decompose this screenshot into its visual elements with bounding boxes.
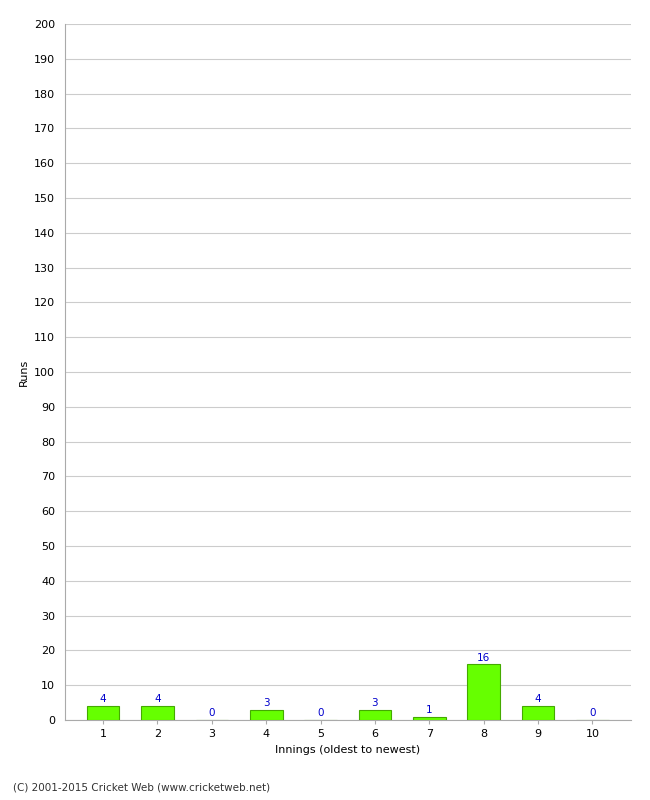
Text: 4: 4	[535, 694, 541, 704]
Text: 0: 0	[209, 708, 215, 718]
Text: 1: 1	[426, 705, 433, 714]
Text: 4: 4	[154, 694, 161, 704]
Bar	[141, 706, 174, 720]
X-axis label: Innings (oldest to newest): Innings (oldest to newest)	[275, 745, 421, 754]
Text: 3: 3	[372, 698, 378, 708]
Bar	[522, 706, 554, 720]
Text: 0: 0	[589, 708, 595, 718]
Bar	[467, 664, 500, 720]
Y-axis label: Runs: Runs	[19, 358, 29, 386]
Text: 0: 0	[317, 708, 324, 718]
Bar	[359, 710, 391, 720]
Bar	[413, 717, 446, 720]
Text: 16: 16	[477, 653, 490, 662]
Bar	[250, 710, 283, 720]
Text: 3: 3	[263, 698, 270, 708]
Bar	[86, 706, 120, 720]
Text: 4: 4	[99, 694, 107, 704]
Text: (C) 2001-2015 Cricket Web (www.cricketweb.net): (C) 2001-2015 Cricket Web (www.cricketwe…	[13, 782, 270, 792]
